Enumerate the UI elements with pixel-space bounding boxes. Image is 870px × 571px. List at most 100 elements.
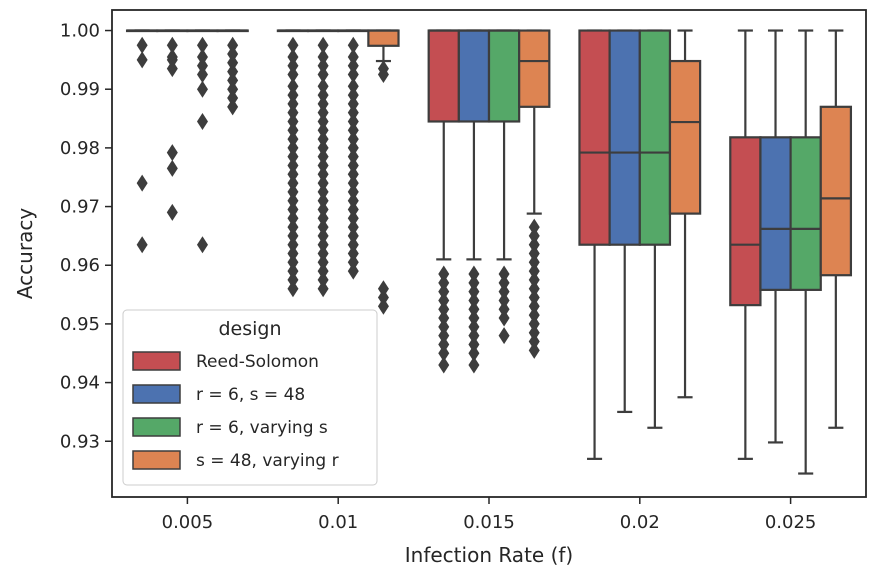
flier-point: [468, 309, 480, 327]
flier-point: [287, 165, 299, 183]
flier-point: [287, 57, 299, 75]
flier-point: [347, 104, 359, 122]
flier-point: [528, 333, 540, 351]
flier-point: [347, 183, 359, 201]
flier-point: [227, 89, 239, 107]
flier-point: [287, 36, 299, 54]
flier-point: [166, 36, 178, 54]
flier-point: [438, 327, 450, 345]
box: [638, 29, 672, 246]
flier-point: [347, 236, 359, 254]
flier-point: [528, 315, 540, 333]
flier-point: [528, 245, 540, 262]
flier-point: [317, 36, 329, 54]
flier-point: [287, 245, 299, 262]
box-group: [186, 29, 219, 254]
flier-point: [287, 112, 299, 130]
y-tick-label: 1.00: [60, 21, 100, 42]
flier-point: [287, 156, 299, 174]
box: [759, 136, 792, 291]
x-axis-title: Infection Rate (f): [405, 543, 573, 567]
flier-point: [498, 291, 510, 309]
flier-point: [317, 262, 329, 280]
flier-point: [317, 236, 329, 254]
flier-point: [166, 203, 178, 221]
box: [608, 29, 641, 246]
flier-point: [227, 63, 239, 81]
flier-point: [468, 265, 480, 283]
flier-point: [317, 66, 329, 84]
legend-swatch: [132, 384, 181, 404]
flier-point: [377, 297, 389, 315]
flier-point: [287, 139, 299, 157]
legend-label: r = 6, varying s: [196, 418, 328, 438]
x-tick-label: 0.02: [620, 512, 660, 533]
flier-point: [287, 48, 299, 66]
axes-frame: [111, 9, 867, 498]
flier-point: [317, 218, 329, 236]
flier-point: [498, 327, 510, 345]
flier-point: [287, 236, 299, 254]
x-tick-label: 0.005: [162, 512, 214, 533]
y-tick-label: 0.95: [60, 314, 100, 335]
flier-point: [347, 156, 359, 174]
flier-point: [438, 335, 450, 353]
box-group: [276, 29, 310, 298]
flier-point: [317, 192, 329, 210]
flier-point: [347, 48, 359, 66]
legend-box: [122, 309, 378, 486]
box: [487, 29, 521, 123]
box: [819, 105, 853, 277]
flier-point: [438, 283, 450, 301]
flier-point: [287, 130, 299, 148]
legend: design Reed-Solomon r = 6, s = 48 r = 6, v…: [122, 309, 378, 486]
flier-point: [438, 265, 450, 283]
flier-point: [498, 265, 510, 283]
flier-point: [347, 57, 359, 75]
y-tick-label: 0.94: [60, 373, 100, 394]
flier-point: [347, 36, 359, 54]
box: [789, 136, 822, 291]
flier-point: [438, 356, 450, 374]
flier-point: [287, 209, 299, 227]
flier-point: [317, 183, 329, 201]
flier-point: [347, 112, 359, 130]
flier-point: [287, 262, 299, 280]
flier-point: [166, 159, 178, 177]
flier-point: [528, 236, 540, 254]
flier-point: [317, 130, 329, 148]
flier-point: [468, 356, 480, 374]
flier-point: [347, 209, 359, 227]
flier-point: [377, 66, 389, 84]
flier-point: [136, 51, 148, 69]
x-tick-label: 0.025: [765, 512, 817, 533]
flier-point: [196, 57, 208, 75]
flier-point: [317, 77, 329, 95]
flier-point: [317, 95, 329, 113]
y-tick-label: 0.99: [60, 79, 100, 100]
flier-point: [438, 309, 450, 327]
box-group: [337, 29, 370, 280]
flier-point: [528, 324, 540, 342]
legend-label: Reed-Solomon: [196, 352, 319, 372]
flier-point: [468, 274, 480, 292]
y-tick-label: 0.96: [60, 255, 100, 276]
box: [367, 29, 400, 47]
flier-point: [166, 60, 178, 78]
legend-swatch: [132, 450, 181, 470]
flier-point: [438, 291, 450, 309]
box-group: [668, 29, 702, 399]
x-tick-label: 0.01: [318, 512, 358, 533]
flier-point: [438, 344, 450, 362]
flier-point: [317, 271, 329, 289]
box-group: [125, 29, 159, 254]
flier-point: [468, 283, 480, 301]
flier-point: [287, 192, 299, 210]
flier-point: [528, 271, 540, 289]
flier-point: [287, 183, 299, 201]
flier-point: [438, 274, 450, 292]
flier-point: [347, 174, 359, 192]
flier-point: [317, 156, 329, 174]
box-group: [216, 29, 249, 116]
